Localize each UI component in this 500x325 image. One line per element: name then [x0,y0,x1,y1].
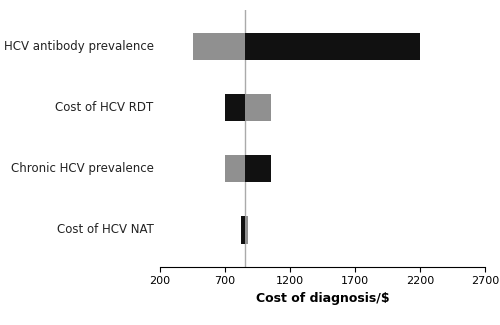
Bar [244,94,270,121]
Bar [225,94,244,121]
Text: Cost of HCV NAT: Cost of HCV NAT [56,223,154,236]
Bar [240,216,244,243]
Bar [244,216,248,243]
Bar [192,33,244,60]
Text: Chronic HCV prevalence: Chronic HCV prevalence [10,162,154,175]
Text: HCV antibody prevalence: HCV antibody prevalence [4,40,154,53]
Bar [244,155,270,182]
Bar [244,33,420,60]
Bar [225,155,244,182]
Text: Cost of HCV RDT: Cost of HCV RDT [55,101,154,114]
X-axis label: Cost of diagnosis/$: Cost of diagnosis/$ [256,292,390,305]
